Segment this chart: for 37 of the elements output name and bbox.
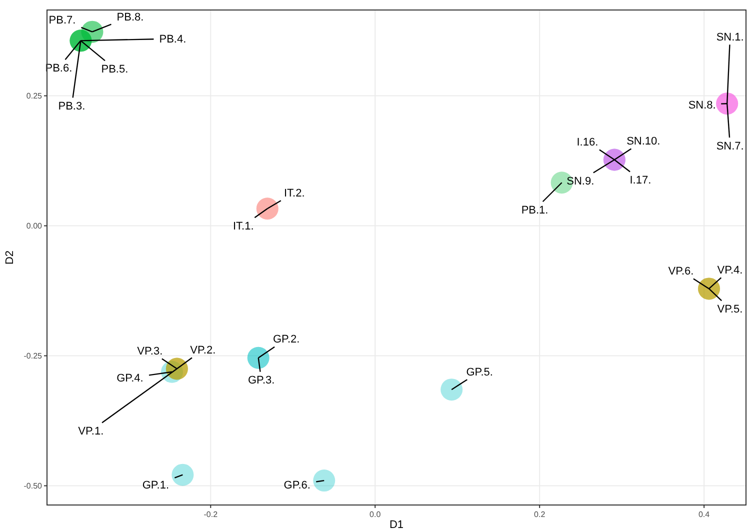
annotation: VP.3. bbox=[137, 346, 163, 358]
annotation: VP.6. bbox=[668, 266, 694, 278]
annotation: IT.1. bbox=[232, 220, 254, 232]
annotation: PB.8. bbox=[116, 12, 144, 24]
annotation: PB.3. bbox=[58, 100, 86, 113]
y-tick-label: 0.00 bbox=[26, 222, 43, 231]
annotation: VP.4. bbox=[717, 264, 743, 277]
annotation: GP.2. bbox=[272, 334, 300, 346]
annotation: SN.1. bbox=[716, 31, 744, 44]
x-tick-label: 0.4 bbox=[698, 510, 710, 519]
annotation: VP.1. bbox=[78, 426, 104, 438]
annotation: SN.9. bbox=[566, 176, 594, 188]
annotation: I.17. bbox=[630, 174, 652, 187]
annotation: PB.7. bbox=[48, 14, 76, 27]
annotation: IT.2. bbox=[284, 187, 305, 200]
annotation: GP.3. bbox=[248, 374, 275, 387]
annotation: VP.5. bbox=[717, 304, 743, 316]
annotation: SN.10. bbox=[626, 136, 660, 148]
annotation: GP.6. bbox=[284, 479, 310, 492]
y-tick-label: -0.50 bbox=[24, 482, 43, 491]
annotation: GP.4. bbox=[116, 372, 144, 385]
annotation: GP.5. bbox=[466, 366, 493, 378]
annotation: I.16. bbox=[576, 136, 598, 149]
annotation: SN.7. bbox=[716, 140, 744, 152]
x-tick-label: 0.2 bbox=[534, 510, 546, 519]
y-tick-label: 0.25 bbox=[26, 92, 43, 101]
x-axis-title: D1 bbox=[389, 519, 404, 529]
annotation: PB.5. bbox=[101, 64, 128, 76]
annotation: GP.1. bbox=[142, 480, 170, 492]
annotation: VP.2. bbox=[190, 344, 216, 357]
annotation: PB.4. bbox=[159, 34, 186, 46]
y-tick-label: -0.25 bbox=[24, 352, 43, 361]
x-tick-label: -0.2 bbox=[204, 510, 218, 519]
y-axis-title: D2 bbox=[4, 250, 16, 265]
annotation: SN.8. bbox=[688, 99, 716, 112]
x-tick-label: 0.0 bbox=[370, 510, 382, 519]
annotation: PB.1. bbox=[521, 204, 548, 216]
